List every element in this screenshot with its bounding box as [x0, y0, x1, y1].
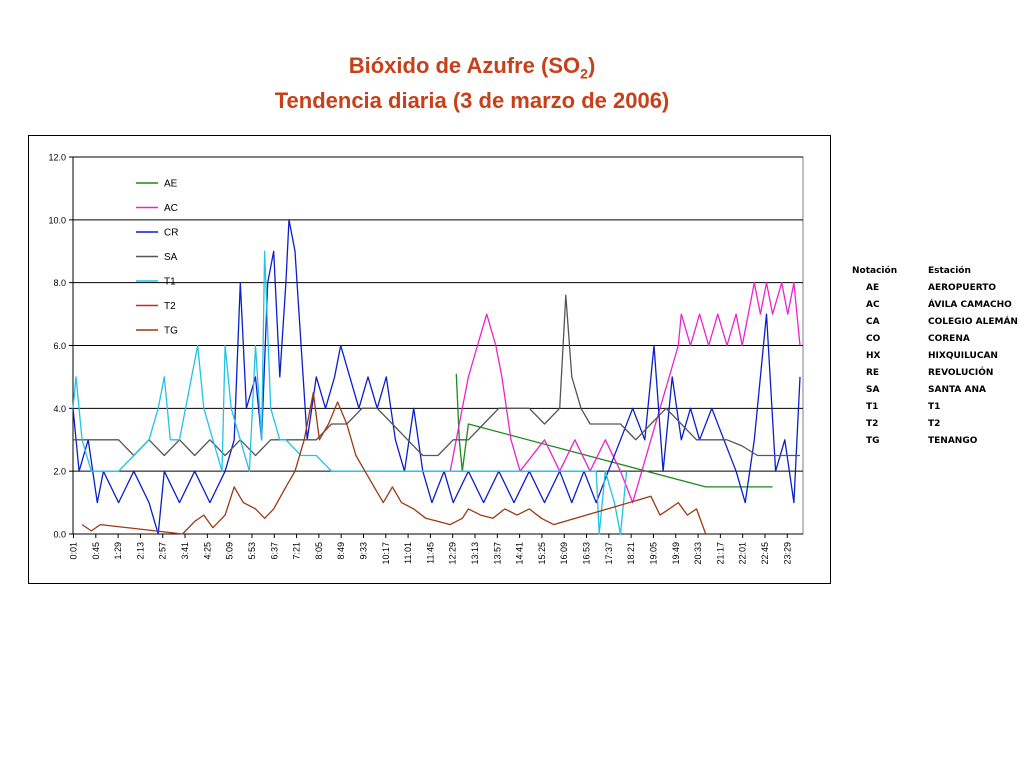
title-subscript: 2	[580, 65, 588, 82]
station-row: CA COLEGIO ALEMÁN	[846, 316, 1018, 333]
station-table: Notación Estación AE AEROPUERTO AC ÁVILA CA…	[846, 266, 1018, 452]
station-row: AE AEROPUERTO	[846, 282, 1018, 299]
station-name: AEROPUERTO	[928, 283, 997, 293]
x-tick-label: 11:01	[403, 542, 413, 564]
y-tick-label: 6.0	[53, 341, 66, 351]
x-tick-label: 6:37	[269, 542, 279, 560]
title-line-1: Bióxido de Azufre (SO2)	[0, 52, 944, 87]
legend-label: TG	[164, 326, 178, 337]
x-tick-label: 4:25	[202, 542, 212, 560]
x-tick-label: 21:17	[715, 542, 725, 565]
x-tick-label: 3:41	[180, 542, 190, 560]
station-code: CO	[866, 334, 881, 344]
station-code: RE	[866, 368, 880, 378]
station-row: TG TENANGO	[846, 435, 1018, 452]
series-line-sa	[73, 294, 800, 457]
x-tick-label: 16:53	[582, 542, 592, 565]
x-axis: 0:01 0:45 1:29 2:13 2:57 3:41 4:25 5:09 5:53 6:37…	[69, 533, 803, 565]
legend-label: CR	[164, 228, 178, 239]
station-code: CA	[866, 317, 880, 327]
station-name: T1	[928, 402, 941, 412]
station-code: HX	[866, 351, 881, 361]
x-tick-label: 8:05	[314, 542, 324, 560]
station-code: TG	[866, 436, 880, 446]
series-line-ac	[449, 282, 801, 504]
series-lines	[72, 219, 801, 535]
x-tick-label: 12:29	[448, 542, 458, 565]
legend-label: AC	[164, 203, 178, 214]
station-table-header-code: Notación	[852, 266, 898, 276]
x-tick-label: 5:09	[225, 542, 235, 560]
y-tick-label: 8.0	[53, 278, 66, 288]
x-tick-label: 0:01	[69, 542, 79, 560]
x-tick-label: 11:45	[425, 542, 435, 564]
series-line-t1	[72, 250, 628, 535]
station-name: SANTA ANA	[928, 385, 986, 395]
station-row: SA SANTA ANA	[846, 384, 1018, 401]
chart-title: Bióxido de Azufre (SO2) Tendencia diaria…	[0, 52, 944, 115]
x-tick-label: 20:33	[693, 542, 703, 565]
station-table-header-name: Estación	[928, 266, 971, 276]
y-axis: 0.0 2.0 4.0 6.0 8.0 10.0 12.0	[48, 153, 74, 540]
x-tick-label: 19:49	[671, 542, 681, 565]
station-code: T2	[866, 419, 879, 429]
y-tick-label: 4.0	[53, 404, 66, 414]
x-tick-label: 2:13	[135, 542, 145, 560]
x-tick-label: 18:21	[626, 542, 636, 565]
x-tick-label: 9:33	[358, 542, 368, 560]
x-tick-label: 8:49	[336, 542, 346, 560]
x-tick-label: 1:29	[113, 542, 123, 560]
station-table-body: AE AEROPUERTO AC ÁVILA CAMACHO CA COLEGIO ALE…	[846, 282, 1018, 452]
station-row: HX HIXQUILUCAN	[846, 350, 1018, 367]
x-tick-label: 13:57	[492, 542, 502, 565]
x-tick-label: 16:09	[559, 542, 569, 565]
station-name: COLEGIO ALEMÁN	[928, 317, 1018, 327]
x-tick-label: 13:13	[470, 542, 480, 565]
series-line-cr	[72, 219, 801, 535]
x-tick-label: 17:37	[604, 542, 614, 565]
station-code: T1	[866, 402, 879, 412]
chart-legend: AE AC CR SA T1 T2 TG	[136, 179, 178, 337]
station-code: SA	[866, 385, 880, 395]
station-code: AE	[866, 283, 880, 293]
station-name: ÁVILA CAMACHO	[928, 300, 1012, 310]
station-name: REVOLUCIÓN	[928, 368, 994, 378]
so2-line-chart: 0.0 2.0 4.0 6.0 8.0 10.0 12.0 0:01 0:45 1:29 2:13…	[28, 135, 831, 584]
x-tick-label: 22:01	[738, 542, 748, 565]
x-tick-label: 5:53	[247, 542, 257, 560]
x-tick-label: 23:29	[782, 542, 792, 565]
station-row: RE REVOLUCIÓN	[846, 367, 1018, 384]
x-tick-label: 22:45	[760, 542, 770, 565]
legend-label: SA	[164, 252, 178, 263]
x-tick-label: 0:45	[91, 542, 101, 560]
x-tick-label: 2:57	[158, 542, 168, 560]
legend-label: T1	[164, 277, 176, 288]
station-name: HIXQUILUCAN	[928, 351, 998, 361]
series-line-tg	[81, 391, 707, 535]
title-line-1-post: )	[587, 53, 596, 78]
y-tick-label: 0.0	[53, 530, 66, 540]
x-tick-label: 19:05	[648, 542, 658, 565]
x-tick-label: 15:25	[537, 542, 547, 565]
x-tick-label: 10:17	[381, 542, 391, 565]
station-row: AC ÁVILA CAMACHO	[846, 299, 1018, 316]
station-name: T2	[928, 419, 941, 429]
station-row: T1 T1	[846, 401, 1018, 418]
x-tick-label: 14:41	[515, 542, 525, 565]
station-name: TENANGO	[928, 436, 978, 446]
y-tick-label: 10.0	[48, 215, 66, 225]
title-line-1-pre: Bióxido de Azufre (SO	[348, 53, 581, 78]
legend-label: T2	[164, 301, 176, 312]
station-name: CORENA	[928, 334, 970, 344]
title-line-2: Tendencia diaria (3 de marzo de 2006)	[274, 88, 670, 114]
legend-label: AE	[164, 179, 178, 190]
station-row: CO CORENA	[846, 333, 1018, 350]
y-tick-label: 2.0	[53, 467, 66, 477]
station-row: T2 T2	[846, 418, 1018, 435]
station-code: AC	[866, 300, 880, 310]
y-tick-label: 12.0	[48, 153, 66, 163]
x-tick-label: 7:21	[292, 542, 302, 560]
